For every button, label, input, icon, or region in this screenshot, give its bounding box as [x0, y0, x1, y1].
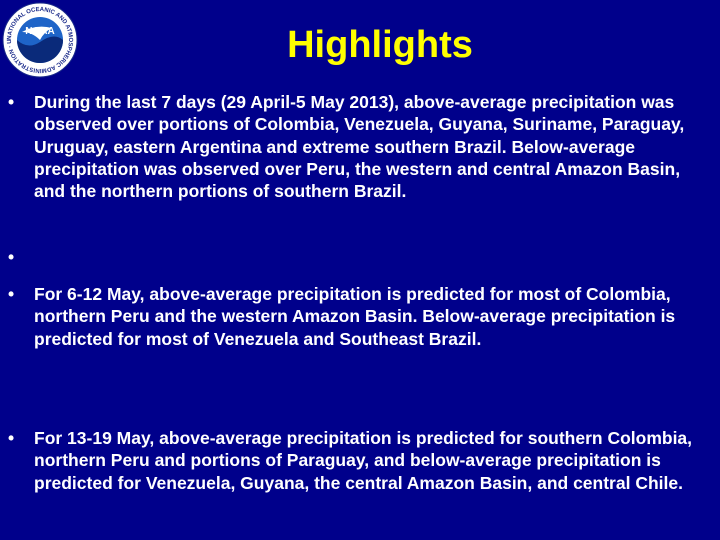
bullet-glyph: •	[8, 284, 15, 304]
bullet-text-week-2: For 13-19 May, above-average precipitati…	[34, 428, 693, 493]
noaa-logo-graphic: NATIONAL OCEANIC AND ATMOSPHERIC ADMINIS…	[0, 0, 78, 78]
slide-title: Highlights	[287, 24, 473, 66]
bullet-glyph: •	[8, 92, 15, 112]
bullet-item-week-2: • For 13-19 May, above-average precipita…	[8, 427, 710, 494]
bullet-text-recent: During the last 7 days (29 April-5 May 2…	[34, 92, 685, 202]
noaa-logo-icon: NATIONAL OCEANIC AND ATMOSPHERIC ADMINIS…	[0, 0, 78, 78]
bullet-text-week-1: For 6-12 May, above-average precipitatio…	[34, 284, 676, 349]
bullet-glyph: •	[8, 247, 15, 267]
bullet-item-recent: • During the last 7 days (29 April-5 May…	[8, 91, 710, 202]
noaa-logo-text: NOAA	[25, 26, 54, 37]
bullet-item-week-1: • For 6-12 May, above-average precipitat…	[8, 283, 710, 350]
bullet-glyph: •	[8, 428, 15, 448]
